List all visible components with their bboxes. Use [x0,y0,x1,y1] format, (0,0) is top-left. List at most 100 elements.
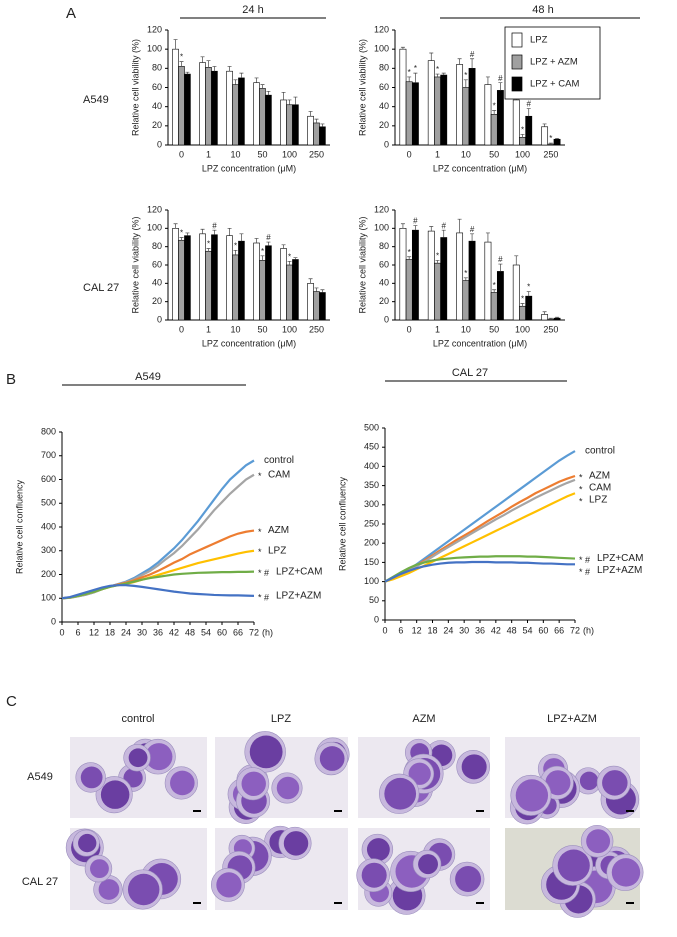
nucleus [461,754,487,780]
nucleus [249,735,283,769]
bar [265,245,272,321]
bar [484,84,492,146]
column-title: 24 h [242,4,263,16]
x-tick-label: 18 [427,625,437,635]
nucleus [611,858,641,887]
significance-mark: * [408,248,411,257]
x-tick-label: 250 [309,324,324,334]
significance-mark: * [414,64,417,73]
x-tick-label: 100 [515,149,530,159]
bar [411,229,419,321]
significance-mark: # [470,225,475,234]
bar [286,264,293,321]
error-bar [308,278,313,284]
y-tick-label: 20 [379,296,389,306]
series-label: LPZ+AZM [276,591,321,602]
significance-mark: # [442,221,447,230]
bar [211,234,218,321]
bar [226,70,233,146]
significance-mark: * [464,71,467,80]
x-tick-label: 50 [489,149,499,159]
nucleus [216,872,242,898]
bar [319,126,326,146]
y-tick-label: 120 [147,204,162,214]
bar [519,305,526,321]
bar [238,240,245,321]
x-tick-label: 36 [475,625,485,635]
nucleus [283,831,309,856]
error-bar [520,303,525,307]
error-bar [173,39,178,50]
significance-mark: * [180,53,183,62]
bar [456,232,464,321]
y-tick-label: 100 [374,44,389,54]
bar [226,235,233,321]
x-tick-label: 250 [543,149,558,159]
significance-mark: * [493,281,496,290]
significance-mark: * [579,472,583,482]
x-tick-label: 0 [179,149,184,159]
nucleus [602,770,628,796]
bar [319,292,326,321]
nucleus [586,829,611,854]
bar [541,126,549,146]
x-tick-label: 6 [75,627,80,637]
bar [512,99,520,146]
error-bar [293,96,298,105]
significance-mark: * [234,241,237,250]
series-line [384,560,575,583]
error-bar [308,111,313,117]
panel-label: A [66,5,76,22]
error-bar [233,79,238,85]
x-axis-label: LPZ concentration (μM) [202,163,296,173]
nucleus [408,762,431,785]
nucleus [276,776,300,800]
y-axis-label: Relative cell confluency [337,476,347,571]
error-bar [485,76,490,85]
y-tick-label: 40 [379,101,389,111]
significance-mark: * [258,547,262,557]
error-bar [441,229,446,238]
y-tick-label: 200 [364,538,379,548]
y-tick-label: 0 [157,139,162,149]
x-tick-label: 24 [443,625,453,635]
bar [547,318,555,321]
error-bar [457,218,462,233]
nucleus [366,838,390,861]
error-bar [200,228,205,234]
x-tick-label: 0 [59,627,64,637]
x-tick-label: 48 [185,627,195,637]
y-tick-label: 300 [364,499,379,509]
bar [205,67,212,146]
bar [462,87,470,146]
series-label: control [585,446,615,457]
bar [468,68,476,146]
error-bar [457,58,462,65]
x-axis-label: (h) [262,627,273,637]
x-tick-label: 42 [491,625,501,635]
nucleus [361,862,387,888]
error-bar [429,52,434,61]
significance-mark: * [288,252,291,261]
x-tick-label: 10 [461,324,471,334]
y-tick-label: 20 [152,296,162,306]
bar [178,239,185,321]
x-tick-label: 66 [233,627,243,637]
y-tick-label: 350 [364,480,379,490]
bar [253,242,260,321]
error-bar [212,66,217,72]
scale-bar [476,902,484,904]
x-tick-label: 100 [515,324,530,334]
x-tick-label: 1 [206,324,211,334]
bar [405,259,413,321]
bar [541,314,549,321]
error-bar [185,71,190,75]
bar [519,137,526,146]
x-tick-label: 1 [206,149,211,159]
y-tick-label: 0 [374,614,379,624]
y-tick-label: 100 [41,593,56,603]
error-bar [463,79,468,88]
bar [313,291,320,321]
bar [313,122,320,146]
x-tick-label: 250 [543,324,558,334]
